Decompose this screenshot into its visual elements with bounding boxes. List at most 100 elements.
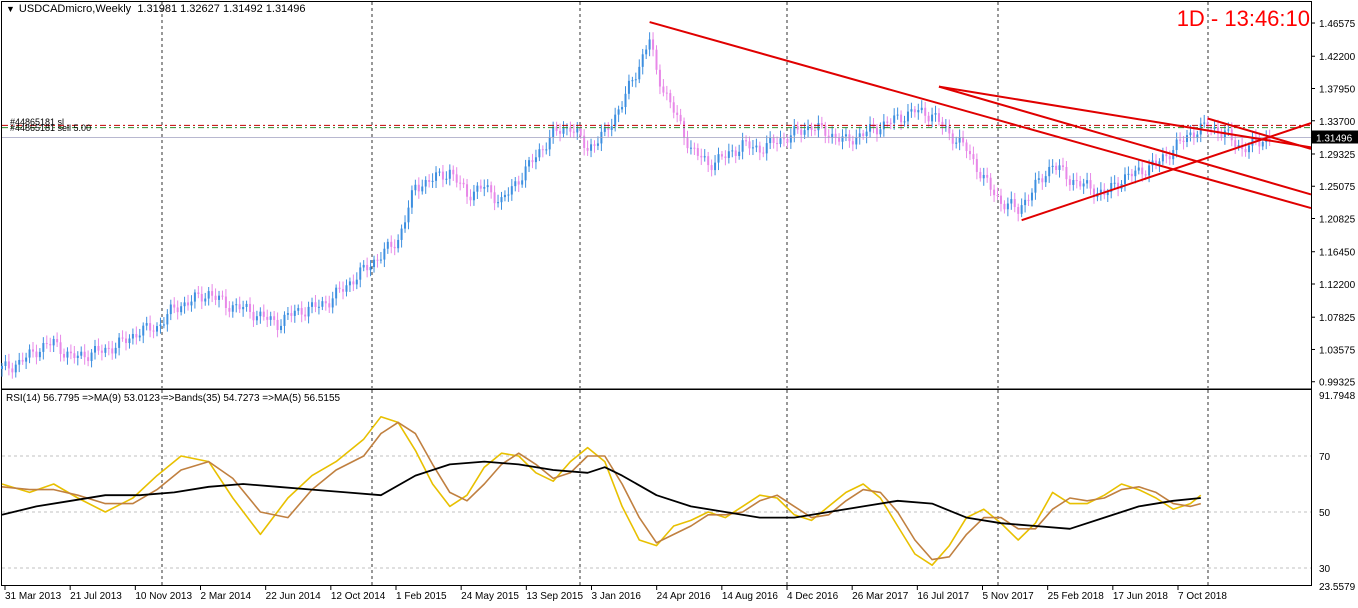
date-tick-label: 21 Jul 2013: [70, 591, 122, 602]
candle-body: [45, 343, 48, 345]
candle-body: [882, 121, 885, 130]
candle-body: [669, 93, 672, 103]
candle-body: [590, 144, 593, 151]
candle-body: [1075, 180, 1078, 182]
candle-body: [466, 184, 469, 197]
candle-body: [307, 306, 310, 317]
candle-body: [421, 186, 424, 192]
candle-body: [896, 114, 899, 116]
price-tick-label: 1.33700: [1319, 117, 1356, 128]
trendline[interactable]: [938, 85, 1312, 149]
candle-body: [751, 147, 754, 149]
rsi-tick-label: 70: [1319, 452, 1331, 463]
candle-body: [348, 281, 351, 286]
trendline[interactable]: [938, 85, 1312, 196]
candle-body: [679, 114, 682, 122]
candle-body: [965, 142, 968, 152]
candle-body: [641, 54, 644, 67]
candle-body: [379, 259, 382, 261]
trendline[interactable]: [649, 21, 1312, 210]
candle-body: [962, 137, 965, 143]
candle-body: [1020, 205, 1023, 214]
candle-body: [924, 107, 927, 116]
candle-body: [755, 145, 758, 148]
candle-body: [593, 144, 596, 146]
candle-body: [1258, 140, 1261, 147]
candle-body: [410, 190, 413, 208]
candle-body: [1261, 141, 1264, 147]
candle-body: [1048, 166, 1051, 177]
candle-body: [417, 184, 420, 192]
candle-body: [131, 333, 134, 339]
candle-body: [707, 156, 710, 166]
candle-body: [889, 122, 892, 124]
candle-body: [331, 298, 334, 308]
candle-body: [400, 228, 403, 240]
candle-body: [1, 365, 3, 370]
candle-body: [145, 323, 148, 326]
candle-body: [404, 222, 407, 229]
candle-body: [696, 148, 699, 156]
candle-body: [538, 149, 541, 158]
candle-body: [242, 306, 245, 310]
candle-body: [838, 137, 841, 142]
candle-body: [94, 345, 97, 353]
date-tick-label: 2 Mar 2014: [201, 591, 252, 602]
candle-body: [624, 93, 627, 108]
candle-body: [1220, 133, 1223, 138]
candle-body: [176, 307, 179, 313]
candle-body: [42, 343, 45, 352]
candle-body: [993, 189, 996, 196]
candle-body: [345, 285, 348, 292]
candle-body: [328, 303, 331, 308]
candle-body: [948, 126, 951, 134]
candle-body: [855, 137, 858, 145]
candle-body: [1196, 134, 1199, 138]
candle-body: [548, 137, 551, 150]
candle-body: [114, 347, 117, 354]
candle-body: [1003, 203, 1006, 210]
candle-body: [21, 359, 24, 362]
order-sl-label[interactable]: #44865181 sl: [10, 117, 65, 127]
date-tick-label: 26 Mar 2017: [852, 591, 909, 602]
order-sell-label[interactable]: #44865181 sell 5.00: [10, 123, 92, 133]
candle-body: [276, 319, 279, 331]
candle-body: [827, 135, 830, 138]
candle-body: [159, 324, 162, 327]
trendline[interactable]: [1021, 122, 1312, 222]
candle-body: [862, 133, 865, 137]
candle-body: [776, 142, 779, 145]
candle-body: [507, 194, 510, 196]
candle-body: [38, 351, 41, 358]
candle-body: [211, 291, 214, 296]
dropdown-triangle-icon[interactable]: ▼: [6, 4, 15, 14]
candle-body: [510, 186, 513, 195]
price-tick-label: 1.12200: [1319, 280, 1356, 291]
candle-body: [286, 313, 289, 315]
candle-body: [142, 325, 145, 336]
candle-body: [49, 344, 52, 346]
candle-body: [586, 148, 589, 151]
candle-body: [335, 287, 338, 299]
candle-body: [32, 349, 35, 352]
candle-body: [1189, 132, 1192, 136]
candle-body: [369, 267, 372, 271]
candle-body: [14, 364, 17, 373]
candle-body: [293, 310, 296, 316]
candle-body: [35, 351, 38, 358]
candle-body: [996, 195, 999, 197]
indicator-pane-frame: [1, 389, 1312, 586]
candle-body: [886, 121, 889, 123]
candle-body: [128, 338, 131, 344]
candle-body: [1068, 179, 1071, 185]
candle-body: [352, 281, 355, 285]
candle-body: [290, 313, 293, 316]
candle-body: [1137, 167, 1140, 171]
candle-body: [280, 325, 283, 331]
price-tick-label: 1.29325: [1319, 150, 1356, 161]
candle-body: [658, 69, 661, 87]
trendline[interactable]: [1207, 117, 1312, 150]
candle-body: [76, 355, 79, 358]
candle-body: [297, 308, 300, 311]
